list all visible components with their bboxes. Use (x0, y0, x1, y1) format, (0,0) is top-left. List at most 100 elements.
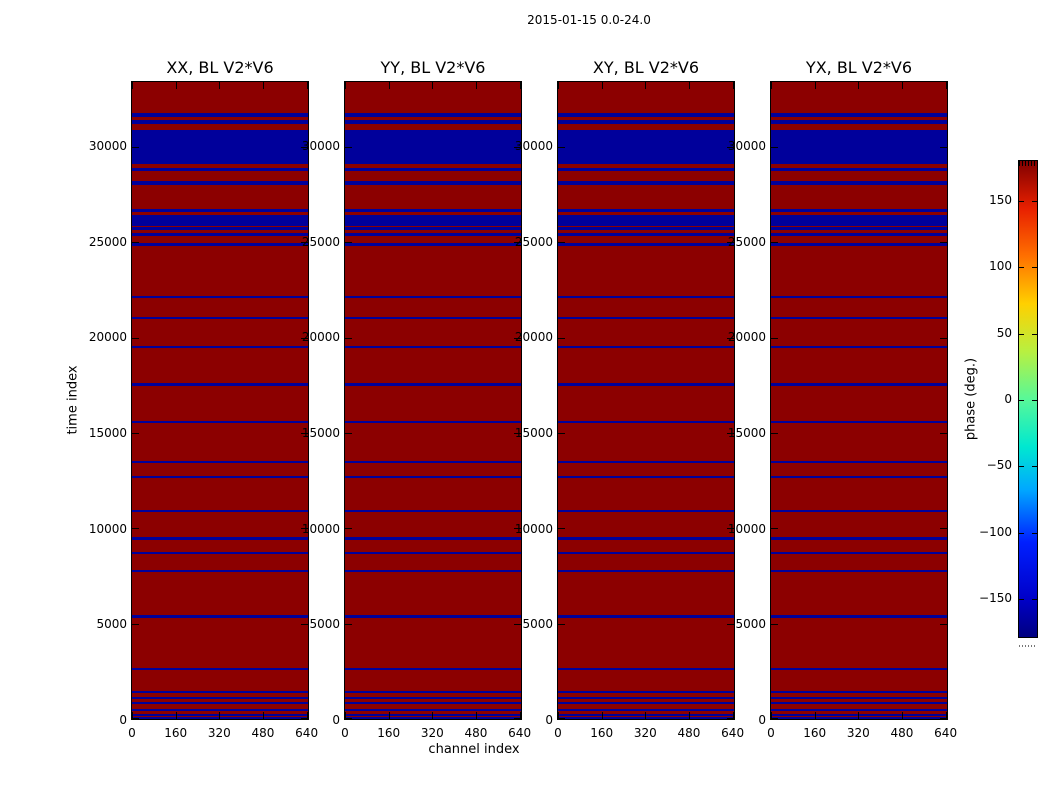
x-tick-mark (901, 82, 903, 89)
heatmap-stripe (132, 316, 308, 320)
x-tick-mark (688, 712, 690, 719)
heatmap-stripe (558, 569, 734, 573)
x-tick-mark (814, 712, 816, 719)
x-tick-label: 480 (890, 726, 914, 740)
heatmap-stripe (771, 295, 947, 299)
heatmap-stripe (132, 475, 308, 479)
x-tick-mark (262, 82, 264, 89)
heatmap-stripe (558, 215, 734, 226)
y-tick-mark (558, 242, 565, 244)
heatmap-stripe (771, 697, 947, 700)
x-tick-mark (732, 82, 734, 89)
heatmap-stripe (132, 709, 308, 712)
panel-title-3: XY, BL V2*V6 (592, 58, 700, 77)
x-tick-mark (262, 712, 264, 719)
y-tick-mark (771, 432, 778, 434)
heatmap-stripe (558, 475, 734, 479)
y-axis-label: time index (65, 365, 81, 435)
y-tick-label: 20000 (301, 330, 340, 345)
heatmap-stripe (345, 295, 521, 299)
heatmap-stripe (771, 181, 947, 185)
x-tick-mark (732, 712, 734, 719)
heatmap-stripe (132, 509, 308, 513)
x-tick-mark (388, 712, 390, 719)
y-tick-label: 0 (332, 713, 340, 727)
y-tick-label: 25000 (88, 234, 127, 249)
x-tick-label: 640 (934, 726, 958, 740)
heatmap-stripe (771, 167, 947, 172)
heatmap-stripe (345, 227, 521, 231)
y-tick-mark (940, 623, 947, 625)
heatmap-stripe (771, 615, 947, 618)
x-tick-label: 640 (295, 726, 319, 740)
x-tick-mark (814, 82, 816, 89)
y-tick-mark (940, 528, 947, 530)
heatmap-stripe (771, 701, 947, 704)
x-tick-mark (388, 82, 390, 89)
y-tick-mark (771, 242, 778, 244)
heatmap-panel-4 (770, 81, 948, 720)
heatmap-stripe (345, 537, 521, 540)
x-tick-label: 320 (633, 726, 657, 740)
heatmap-stripe (558, 615, 734, 618)
heatmap-stripe (558, 460, 734, 464)
y-tick-mark (514, 337, 521, 339)
heatmap-stripe (558, 509, 734, 513)
heatmap-stripe (345, 691, 521, 694)
heatmap-stripe (345, 232, 521, 236)
x-tick-mark (306, 712, 308, 719)
colorbar-tick-mark (1019, 333, 1024, 335)
y-tick-mark (727, 242, 734, 244)
heatmap-stripe (771, 215, 947, 226)
heatmap-stripe (558, 181, 734, 185)
heatmap-stripe (132, 552, 308, 555)
panel-title-4: YX, BL V2*V6 (805, 58, 913, 77)
y-tick-label: 5000 (735, 617, 766, 632)
heatmap-stripe (558, 209, 734, 213)
colorbar-tick-mark (1032, 466, 1037, 468)
heatmap-stripe (132, 215, 308, 226)
y-tick-label: 25000 (301, 234, 340, 249)
x-tick-label: 320 (207, 726, 231, 740)
colorbar-tick-mark (1032, 532, 1037, 534)
heatmap-stripe (771, 209, 947, 213)
heatmap-stripe (132, 345, 308, 349)
heatmap-stripe (132, 615, 308, 618)
colorbar-tick-mark (1032, 267, 1037, 269)
heatmap-stripe (132, 167, 308, 172)
x-tick-label: 640 (721, 726, 745, 740)
heatmap-stripe (771, 316, 947, 320)
heatmap-stripe (558, 295, 734, 299)
heatmap-stripe (132, 383, 308, 386)
heatmap-stripe (132, 181, 308, 185)
y-tick-mark (301, 146, 308, 148)
heatmap-stripe (345, 129, 521, 164)
y-tick-mark (514, 242, 521, 244)
x-tick-label: 160 (377, 726, 401, 740)
heatmap-stripe (771, 112, 947, 117)
y-tick-label: 15000 (514, 426, 553, 441)
y-tick-label: 0 (545, 713, 553, 727)
y-tick-mark (771, 528, 778, 530)
x-tick-mark (175, 82, 177, 89)
heatmap-stripe (132, 668, 308, 671)
heatmap-stripe (345, 316, 521, 320)
heatmap-stripe (771, 242, 947, 246)
heatmap-stripe (345, 167, 521, 172)
heatmap-stripe (771, 509, 947, 513)
heatmap-stripe (345, 345, 521, 349)
heatmap-stripe (132, 232, 308, 236)
heatmap-stripe (345, 509, 521, 513)
y-tick-mark (301, 242, 308, 244)
colorbar-tick-mark (1019, 466, 1024, 468)
x-tick-mark (558, 712, 559, 719)
colorbar-tick-mark (1032, 599, 1037, 601)
x-tick-mark (771, 712, 772, 719)
x-tick-mark (432, 712, 434, 719)
heatmap-stripe (345, 120, 521, 124)
x-tick-mark (175, 712, 177, 719)
y-tick-mark (940, 242, 947, 244)
heatmap-stripe (558, 420, 734, 424)
y-tick-mark (345, 528, 352, 530)
